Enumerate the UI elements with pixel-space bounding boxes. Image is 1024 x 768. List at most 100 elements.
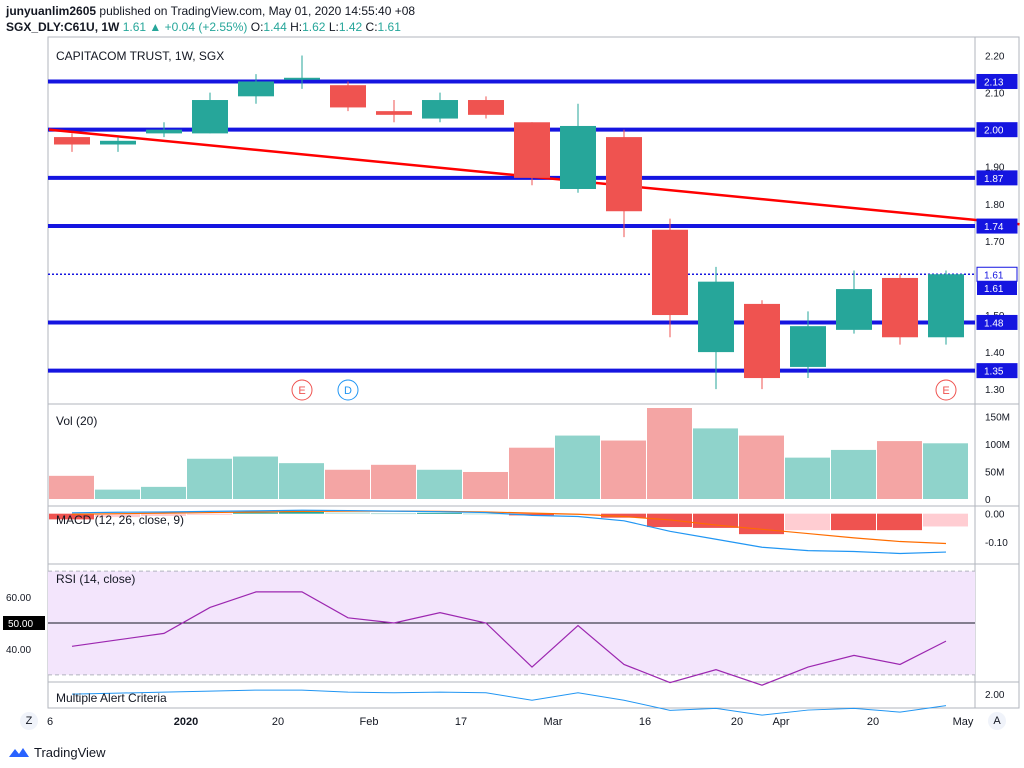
candle-body — [146, 129, 182, 134]
macd-tick-label: 0.00 — [985, 510, 1005, 521]
close-label: C: — [365, 20, 378, 34]
candle-body — [468, 100, 504, 115]
level-price-tag — [976, 73, 1018, 89]
x-tick-label: 20 — [731, 716, 743, 728]
price-tick-label: 1.90 — [985, 163, 1005, 174]
x-tick-label: 20 — [272, 716, 284, 728]
alert-line — [71, 689, 947, 716]
level-price-tag — [976, 363, 1018, 379]
macd-histogram-bar — [279, 511, 324, 514]
candle-body — [330, 85, 366, 108]
macd-label: MACD (12, 26, close, 9) — [56, 513, 184, 527]
rsi-label: RSI (14, close) — [56, 572, 135, 586]
candle-body — [606, 137, 642, 212]
volume-tick-label: 100M — [985, 440, 1010, 451]
event-marker-label: E — [298, 385, 305, 397]
author-name[interactable]: junyuanlim2605 — [6, 4, 97, 18]
candle-body — [882, 277, 918, 338]
volume-tick-label: 0 — [985, 495, 991, 506]
macd-histogram-bar — [49, 513, 94, 520]
open-label: O: — [250, 20, 264, 34]
volume-bar — [739, 435, 784, 499]
price-change: +0.04 (+2.55%) — [164, 20, 248, 34]
volume-bar — [417, 469, 462, 499]
level-price-tag-text: 2.13 — [984, 77, 1004, 88]
macd-histogram-bar — [693, 513, 738, 528]
publish-header: junyuanlim2605 published on TradingView.… — [6, 4, 415, 18]
volume-bar — [693, 428, 738, 499]
level-price-tag-text: 1.87 — [984, 174, 1004, 185]
level-price-tag — [976, 122, 1018, 138]
x-tick-label: May — [953, 716, 974, 728]
macd-histogram-bar — [187, 513, 232, 515]
event-marker-label: D — [344, 385, 352, 397]
close-value: 1.61 — [377, 20, 401, 34]
event-marker[interactable] — [291, 379, 313, 401]
macd-histogram-bar — [463, 513, 508, 515]
tradingview-footer[interactable]: TradingView — [8, 742, 106, 762]
x-tick-label: 20 — [867, 716, 879, 728]
price-tick-label: 1.70 — [985, 237, 1005, 248]
macd-histogram-bar — [325, 512, 370, 514]
candle-body — [652, 229, 688, 316]
macd-histogram-bar — [877, 513, 922, 531]
candle-body — [422, 100, 458, 119]
volume-bar — [509, 447, 554, 499]
auto-scale-button[interactable]: A — [988, 712, 1006, 730]
candle-body — [928, 274, 964, 338]
reset-zoom-button[interactable]: Z — [20, 712, 38, 730]
macd-histogram-bar — [233, 512, 278, 514]
last-price-tag — [977, 281, 1017, 295]
last-price-tag-text: 1.61 — [984, 284, 1004, 295]
volume-bar — [95, 489, 140, 499]
level-price-tag — [976, 218, 1018, 234]
volume-bar — [555, 435, 600, 499]
tradingview-logo-icon — [9, 748, 29, 757]
macd-tick-label: -0.10 — [985, 538, 1008, 549]
up-arrow-icon: ▲ — [149, 20, 162, 34]
symbol-info-bar: SGX_DLY:C61U, 1W 1.61 ▲ +0.04 (+2.55%) O… — [6, 20, 401, 34]
rsi-current-tag-text: 50.00 — [8, 619, 33, 630]
price-tick-label: 2.20 — [985, 52, 1005, 63]
macd-histogram-bar — [785, 513, 830, 531]
chart-canvas[interactable]: CAPITACOM TRUST, 1W, SGX 2.20 2.10 1.90 1.80… — [0, 0, 1024, 740]
chart-title: CAPITACOM TRUST, 1W, SGX — [56, 49, 224, 63]
level-price-tag-text: 1.35 — [984, 367, 1004, 378]
x-tick-label: 2020 — [174, 716, 198, 728]
volume-tick-label: 150M — [985, 412, 1010, 423]
macd-histogram-bar — [371, 513, 416, 515]
candle-body — [238, 81, 274, 97]
candle-body — [698, 281, 734, 353]
event-marker[interactable] — [935, 379, 957, 401]
symbol-name: SGX_DLY:C61U, 1W — [6, 20, 120, 34]
x-tick-label: 6 — [47, 716, 53, 728]
level-price-tag-text: 1.61 — [984, 270, 1004, 281]
last-price: 1.61 — [122, 20, 147, 34]
volume-bar — [325, 469, 370, 499]
macd-line — [71, 509, 947, 555]
rsi-tick-label: 60.00 — [6, 593, 31, 604]
candle-body — [376, 111, 412, 115]
level-price-tag-text: 1.48 — [984, 318, 1004, 329]
event-marker[interactable] — [337, 379, 359, 401]
open-value: 1.44 — [263, 20, 287, 34]
macd-histogram-bar — [831, 513, 876, 531]
macd-histogram-bar — [509, 513, 554, 516]
macd-histogram-bar — [601, 513, 646, 518]
volume-bar — [877, 441, 922, 499]
event-marker-label: E — [942, 385, 949, 397]
x-tick-label: 17 — [455, 716, 467, 728]
macd-signal-line — [71, 510, 947, 545]
macd-histogram-bar — [923, 513, 968, 527]
macd-histogram-bar — [141, 513, 186, 516]
volume-bar — [233, 456, 278, 499]
brand-name: TradingView — [34, 744, 106, 760]
volume-bar — [785, 457, 830, 499]
candle-body — [514, 122, 550, 178]
price-tick-label: 1.30 — [985, 385, 1005, 396]
candle-body — [100, 140, 136, 145]
volume-bar — [187, 458, 232, 499]
price-tick-label: 1.80 — [985, 200, 1005, 211]
x-tick-label: Mar — [544, 716, 563, 728]
low-label: L: — [328, 20, 339, 34]
